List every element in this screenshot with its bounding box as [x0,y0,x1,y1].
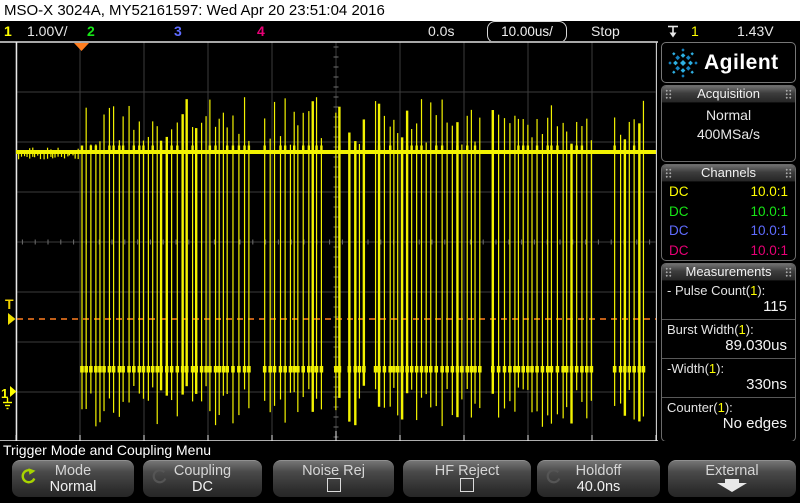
brand-name: Agilent [704,50,779,74]
ch4-probe: 10.0:1 [750,242,788,258]
ch1-ground-marker[interactable]: 1 [1,386,17,410]
trigger-level: 1.43V [737,23,774,39]
measurement-row: Burst Width(1): 89.030us [662,319,795,358]
channel1-number[interactable]: 1 [4,23,12,39]
channel2-number[interactable]: 2 [87,23,95,39]
softkey-hf-reject[interactable]: HF Reject [403,460,531,497]
trigger-source: 1 [691,23,699,39]
acquisition-mode: Normal [705,107,752,123]
measurements-panel: Measurements - Pulse Count(1): 115 Burst… [661,263,796,442]
graticule-canvas: T1 [0,41,658,442]
measurement-source: 1 [708,361,717,376]
checkbox-unchecked [460,478,474,492]
agilent-starburst-icon [668,47,698,78]
channel4-number[interactable]: 4 [257,23,265,39]
measurement-source: 1 [717,400,725,415]
measurement-value: 115 [763,298,787,315]
softkey-noise-rej[interactable]: Noise Rej [273,460,394,497]
ch3-probe: 10.0:1 [750,223,788,238]
trigger-level-marker[interactable]: T [5,296,16,325]
timebase-value: 10.00us/ [501,24,553,39]
softkey-label: Noise Rej [302,463,365,479]
grip-dots-icon [665,168,672,178]
grip-dots-icon [785,168,792,178]
grip-dots-icon [665,89,672,99]
measurement-name: Burst Width [667,322,735,337]
measurement-value: No edges [722,415,787,432]
channel-row: DC 10.0:1 [662,202,795,222]
ch3-coupling: DC [669,223,689,238]
instrument-title: MSO-X 3024A, MY52161597: Wed Apr 20 23:5… [4,2,385,19]
ch2-coupling: DC [669,203,689,219]
softkey-menu-bar: Trigger Mode and Coupling Menu Mode Norm… [0,441,800,503]
sidebar: Agilent Acquisition Normal 400MSa/s Chan… [661,42,798,442]
menu-title: Trigger Mode and Coupling Menu [3,442,212,458]
measurement-name: Counter [667,400,714,415]
softkey-label: Holdoff [575,463,622,479]
measurements-title: Measurements [685,264,772,279]
measurement-source: 1 [750,283,758,298]
measurement-source: 1 [738,322,746,337]
softkey-coupling[interactable]: Coupling DC [143,460,262,497]
grip-dots-icon [785,89,792,99]
softkey-value: 40.0ns [576,479,621,495]
waveform-trace [16,97,656,427]
measurement-row: - Pulse Count(1): 115 [662,281,795,319]
channels-title: Channels [701,165,756,180]
softkey-value: DC [192,479,213,495]
channel-row: DC 10.0:1 [662,221,795,241]
softkey-label: HF Reject [434,463,500,479]
grip-dots-icon [785,267,792,277]
softkey-label: External [705,463,759,479]
grip-dots-icon [665,267,672,277]
ch1-coupling: DC [669,184,689,199]
channel1-scale[interactable]: 1.00V/ [27,23,68,39]
measurement-row: Counter(1): No edges [662,397,795,436]
sample-rate: 400MSa/s [696,126,761,142]
softkey-value: Normal [49,479,97,495]
softkey-external[interactable]: External [668,460,796,497]
measurement-name: - Pulse Count [667,283,746,298]
svg-text:1: 1 [1,386,8,401]
softkey-mode[interactable]: Mode Normal [12,460,134,497]
softkey-label: Mode [54,463,92,479]
svg-text:T: T [5,296,14,312]
brand-panel: Agilent [661,42,796,83]
channel-row: DC 10.0:1 [662,182,795,202]
acquisition-title: Acquisition [697,86,760,101]
knob-rotate-icon [21,468,36,484]
channel3-number[interactable]: 3 [174,23,182,39]
title-bar: MSO-X 3024A, MY52161597: Wed Apr 20 23:5… [0,0,800,21]
down-arrow-icon [717,479,747,492]
ch4-coupling: DC [669,242,689,258]
measurement-name: -Width [667,361,705,376]
ch2-probe: 10.0:1 [750,203,788,219]
acquisition-panel: Acquisition Normal 400MSa/s [661,85,796,162]
knob-rotate-icon [546,469,561,484]
ch1-probe: 10.0:1 [750,184,788,199]
knob-rotate-icon [152,469,167,484]
measurement-value: 89.030us [725,337,787,354]
channels-header[interactable]: Channels [662,165,795,182]
status-bar: 1 1.00V/ 2 3 4 0.0s 10.00us/ Stop 1 1.43… [0,21,800,43]
measurement-row: -Width(1): 330ns [662,358,795,397]
trigger-time-marker[interactable] [74,43,89,51]
run-state[interactable]: Stop [591,23,620,39]
softkey-holdoff[interactable]: Holdoff 40.0ns [537,460,660,497]
trigger-edge-icon [668,25,678,38]
softkey-label: Coupling [173,463,232,479]
acquisition-header[interactable]: Acquisition [662,86,795,103]
channel-row: DC 10.0:1 [662,241,795,261]
horizontal-delay: 0.0s [428,23,455,39]
measurements-header[interactable]: Measurements [662,264,795,281]
timebase-box[interactable]: 10.00us/ [487,21,567,43]
channels-panel: Channels DC 10.0:1 DC 10.0:1 DC 10.0:1 D… [661,164,796,261]
measurement-value: 330ns [746,376,787,393]
checkbox-unchecked [326,478,341,492]
